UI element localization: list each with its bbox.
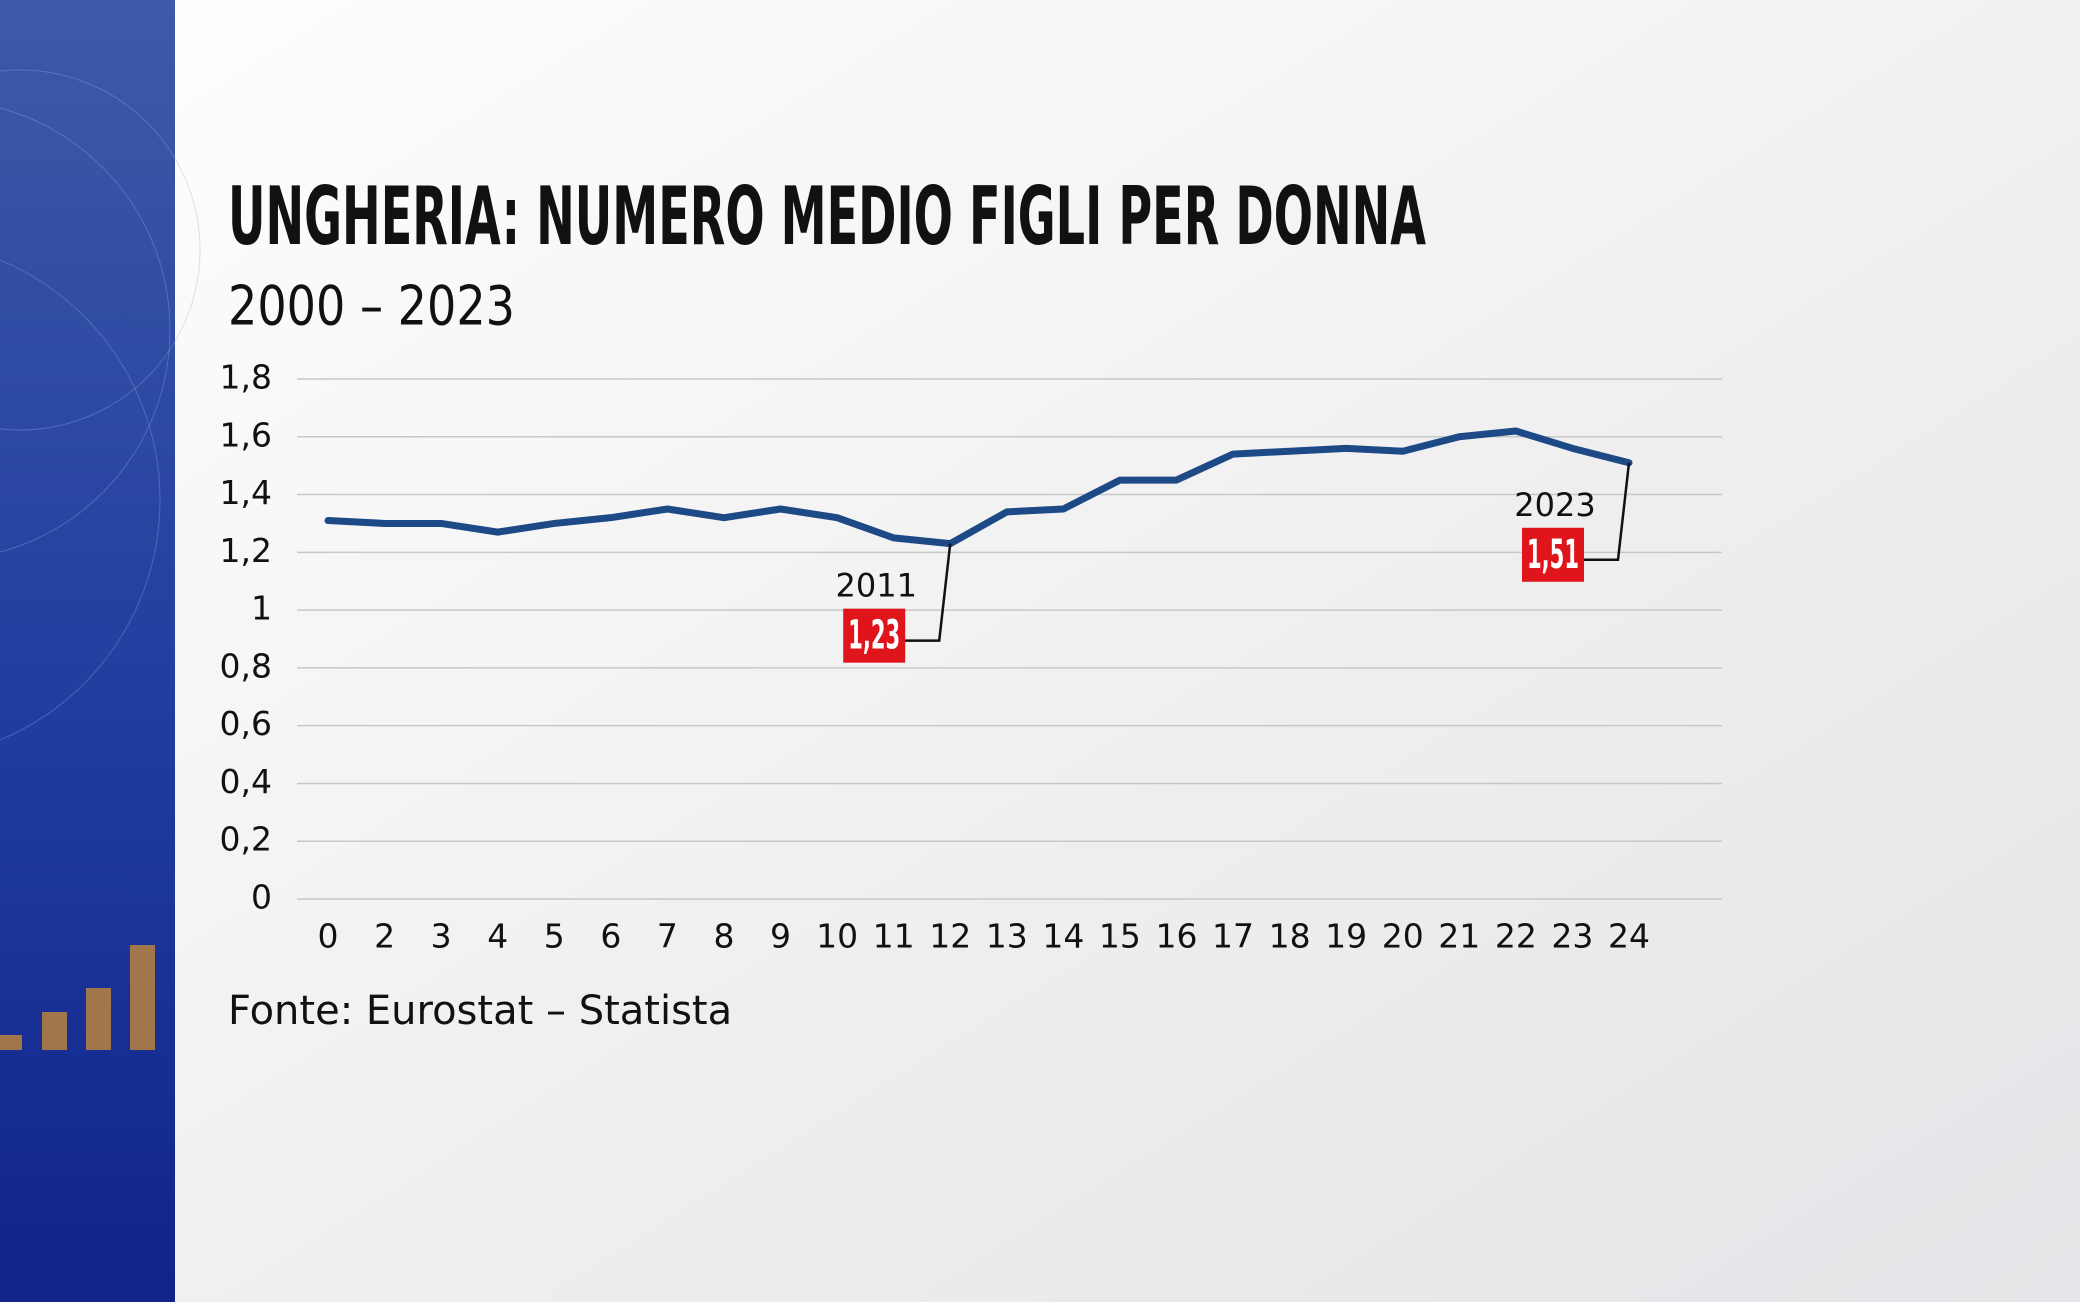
x-tick-label: 0 xyxy=(318,917,339,956)
x-tick-label: 23 xyxy=(1551,917,1593,956)
y-tick-label: 1 xyxy=(251,589,272,628)
annotation: 2023 xyxy=(1514,486,1595,524)
y-tick-label: 0,8 xyxy=(220,646,272,685)
x-tick-label: 2 xyxy=(374,917,395,956)
value-label: 1,51 xyxy=(1527,532,1579,578)
x-tick-label: 12 xyxy=(929,917,971,956)
x-tick-label: 8 xyxy=(713,917,734,956)
y-tick-label: 0,4 xyxy=(220,762,272,801)
x-tick-label: 15 xyxy=(1099,917,1141,956)
connector xyxy=(1583,462,1631,562)
x-tick-label: 19 xyxy=(1325,917,1367,956)
y-tick-label: 0 xyxy=(251,878,272,917)
x-tick-label: 6 xyxy=(600,917,621,956)
x-tick-label: 18 xyxy=(1269,917,1311,956)
y-tick-label: 1,4 xyxy=(220,473,272,512)
value-label-box xyxy=(843,608,906,663)
chart-title: UNGHERIA: NUMERO MEDIO FIGLI PER DONNA xyxy=(228,170,1426,263)
x-tick-label: 16 xyxy=(1155,917,1197,956)
y-tick-label: 0,2 xyxy=(220,820,272,859)
x-tick-label: 17 xyxy=(1212,917,1254,956)
y-tick-label: 1,6 xyxy=(220,415,272,454)
connector xyxy=(904,543,952,642)
annotation: 2011 xyxy=(835,567,916,605)
data-line xyxy=(324,427,1633,548)
x-tick-label: 3 xyxy=(431,917,452,956)
x-tick-label: 22 xyxy=(1495,917,1537,956)
x-tick-label: 24 xyxy=(1608,917,1650,956)
chart-subtitle: 2000 – 2023 xyxy=(228,275,515,338)
value-label-box xyxy=(1522,527,1584,582)
x-tick-label: 7 xyxy=(657,917,678,956)
x-tick-label: 5 xyxy=(544,917,565,956)
y-tick-label: 0,6 xyxy=(220,704,272,743)
value-label: 1,23 xyxy=(848,613,900,659)
x-tick-label: 21 xyxy=(1438,917,1480,956)
x-tick-label: 10 xyxy=(816,917,858,956)
side-bars xyxy=(0,945,155,1050)
x-tick-label: 13 xyxy=(986,917,1028,956)
x-tick-label: 4 xyxy=(487,917,508,956)
side-decoration xyxy=(0,69,201,741)
y-tick-label: 1,8 xyxy=(220,358,272,397)
side-panel xyxy=(0,0,175,1302)
x-tick-label: 9 xyxy=(770,917,791,956)
x-tick-label: 11 xyxy=(873,917,915,956)
x-tick-label: 20 xyxy=(1382,917,1424,956)
y-tick-label: 1,2 xyxy=(220,531,272,570)
x-tick-label: 14 xyxy=(1042,917,1084,956)
source: Fonte: Eurostat – Statista xyxy=(228,988,732,1034)
